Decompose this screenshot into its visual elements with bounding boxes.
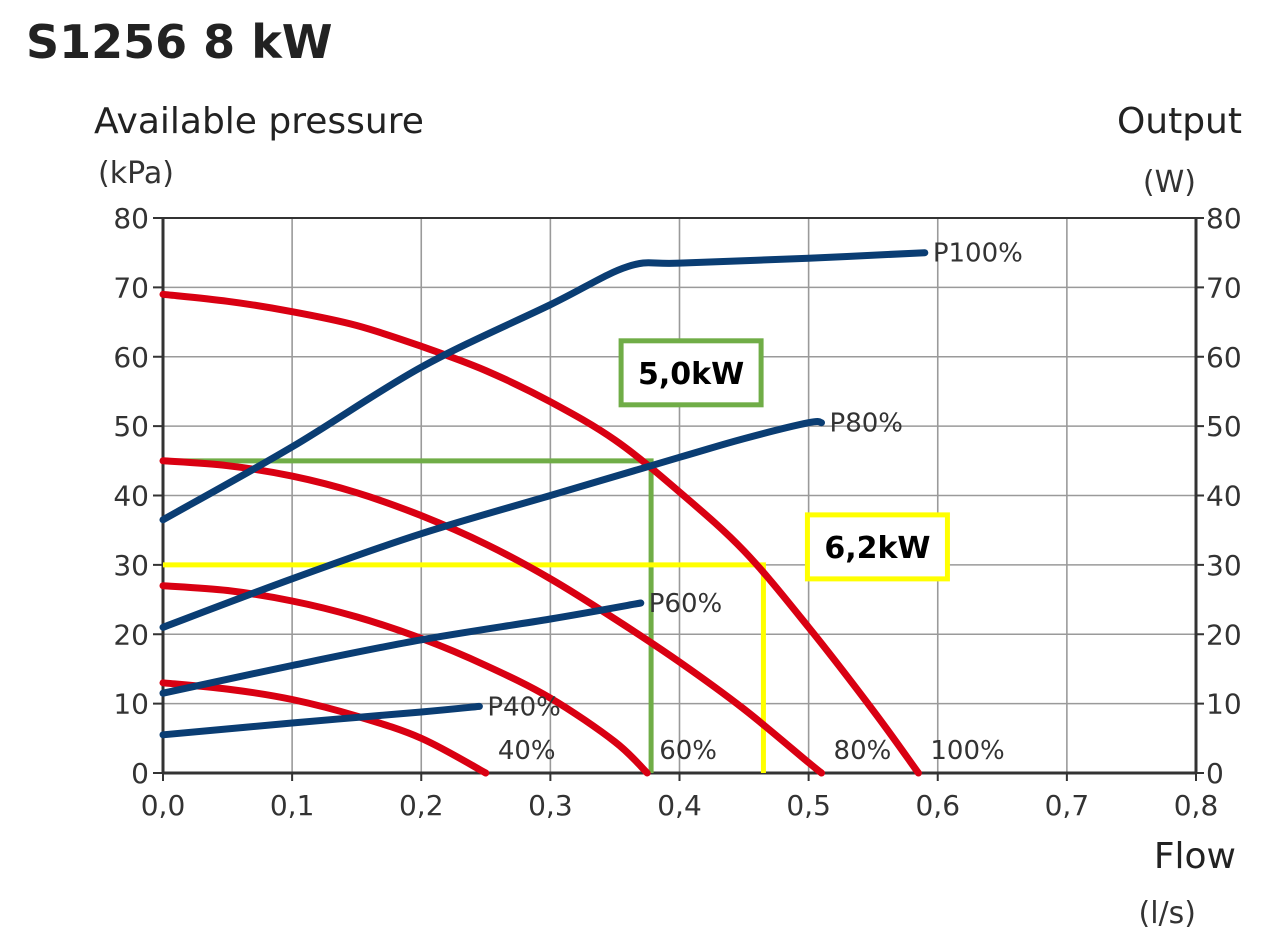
x-tick-label: 0,6	[915, 789, 960, 822]
y2-tick-label: 0	[1206, 757, 1224, 790]
x-tick-label: 0,5	[786, 789, 831, 822]
x-tick-label: 0,8	[1174, 789, 1219, 822]
output-curve-P100pct	[159, 249, 929, 524]
y-tick-label: 40	[113, 480, 149, 513]
x-axis-label: Flow	[1154, 836, 1236, 877]
y2-tick-label: 80	[1206, 202, 1242, 235]
y2-tick-label: 70	[1206, 271, 1242, 304]
operating-point-guide-1	[163, 562, 766, 773]
chart-title: S1256 8 kW	[26, 15, 333, 69]
x-tick-label: 0,7	[1045, 789, 1090, 822]
y-tick-label: 50	[113, 410, 149, 443]
x-tick-label: 0,4	[657, 789, 702, 822]
output-curve-label: P60%	[649, 589, 722, 619]
annotation-label: 6,2kW	[824, 531, 930, 566]
annotation-box-0	[618, 338, 764, 408]
plot-area: 0 10 20 30 40 50 60 70 80 0 10 20 30 40 50 60 70 80 0,0 0,1…	[113, 202, 1241, 822]
pressure-curve-40pct	[159, 679, 490, 777]
y-tick-label: 20	[113, 618, 149, 651]
y-tick-label: 60	[113, 341, 149, 374]
pressure-curve-80pct	[159, 457, 825, 777]
y2-axis-unit: (W)	[1143, 165, 1196, 200]
x-tick-label: 0,3	[528, 789, 573, 822]
annotation-label: 5,0kW	[638, 357, 744, 392]
output-curve-P40pct	[159, 702, 483, 739]
pressure-curve-label: 80%	[834, 736, 892, 766]
x-tick-label: 0,2	[399, 789, 444, 822]
pressure-curve-100pct	[159, 290, 922, 777]
annotation-box-1	[804, 512, 950, 582]
output-curve-label: P100%	[933, 239, 1023, 269]
y2-tick-label: 40	[1206, 480, 1242, 513]
y2-axis-label: Output	[1117, 101, 1242, 142]
y-tick-label: 30	[113, 549, 149, 582]
operating-point-guide-0	[163, 458, 654, 773]
x-tick-label: 0,0	[141, 789, 186, 822]
output-curve-P60pct	[159, 599, 645, 697]
y2-tick-label: 20	[1206, 618, 1242, 651]
x-tick-label: 0,1	[270, 789, 315, 822]
output-curve-P80pct	[159, 418, 825, 631]
y-axis-unit: (kPa)	[98, 156, 174, 191]
y2-tick-label: 50	[1206, 410, 1242, 443]
y2-tick-label: 60	[1206, 341, 1242, 374]
y2-tick-label: 10	[1206, 688, 1242, 721]
pressure-curve-label: 100%	[930, 736, 1004, 766]
output-curve-label: P80%	[830, 409, 903, 439]
y-tick-label: 10	[113, 688, 149, 721]
y-axis-label: Available pressure	[94, 101, 424, 142]
y-tick-label: 80	[113, 202, 149, 235]
pressure-curve-label: 60%	[659, 736, 717, 766]
y2-tick-label: 30	[1206, 549, 1242, 582]
pressure-curve-label: 40%	[498, 736, 556, 766]
y-tick-label: 0	[131, 757, 149, 790]
output-curve-label: P40%	[487, 692, 560, 722]
y-tick-label: 70	[113, 271, 149, 304]
x-axis-unit: (l/s)	[1139, 896, 1196, 931]
